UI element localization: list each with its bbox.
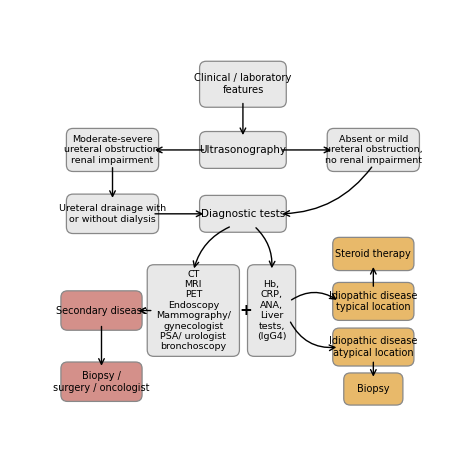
FancyBboxPatch shape bbox=[333, 237, 414, 271]
Text: Steroid therapy: Steroid therapy bbox=[336, 249, 411, 259]
FancyBboxPatch shape bbox=[66, 128, 159, 172]
Text: Absent or mild
ureteral obstruction,
no renal impairment: Absent or mild ureteral obstruction, no … bbox=[325, 135, 422, 165]
FancyBboxPatch shape bbox=[200, 61, 286, 107]
FancyBboxPatch shape bbox=[61, 291, 142, 330]
Text: Moderate-severe
ureteral obstruction,
renal impairment: Moderate-severe ureteral obstruction, re… bbox=[64, 135, 161, 165]
FancyBboxPatch shape bbox=[200, 131, 286, 168]
Text: Secondary disease: Secondary disease bbox=[55, 306, 147, 316]
Text: Hb,
CRP,
ANA,
Liver
tests,
(IgG4): Hb, CRP, ANA, Liver tests, (IgG4) bbox=[257, 280, 286, 341]
Text: Idiopathic disease
typical location: Idiopathic disease typical location bbox=[329, 291, 418, 312]
Text: Biopsy /
surgery / oncologist: Biopsy / surgery / oncologist bbox=[53, 371, 150, 392]
Text: +: + bbox=[239, 303, 252, 318]
FancyBboxPatch shape bbox=[147, 265, 239, 356]
FancyBboxPatch shape bbox=[333, 283, 414, 320]
Text: Clinical / laboratory
features: Clinical / laboratory features bbox=[194, 73, 292, 95]
Text: Biopsy: Biopsy bbox=[357, 384, 390, 394]
FancyBboxPatch shape bbox=[200, 195, 286, 232]
Text: Diagnostic tests: Diagnostic tests bbox=[201, 209, 285, 219]
Text: Ultrasonography: Ultrasonography bbox=[200, 145, 286, 155]
Text: Ureteral drainage with
or without dialysis: Ureteral drainage with or without dialys… bbox=[59, 204, 166, 224]
FancyBboxPatch shape bbox=[344, 373, 403, 405]
FancyBboxPatch shape bbox=[247, 265, 296, 356]
Text: CT
MRI
PET
Endoscopy
Mammography/
gynecologist
PSA/ urologist
bronchoscopy: CT MRI PET Endoscopy Mammography/ gyneco… bbox=[156, 270, 231, 351]
FancyBboxPatch shape bbox=[327, 128, 419, 172]
Text: Idiopathic disease
atypical location: Idiopathic disease atypical location bbox=[329, 336, 418, 358]
FancyBboxPatch shape bbox=[61, 362, 142, 401]
FancyBboxPatch shape bbox=[66, 194, 159, 234]
FancyBboxPatch shape bbox=[333, 328, 414, 366]
